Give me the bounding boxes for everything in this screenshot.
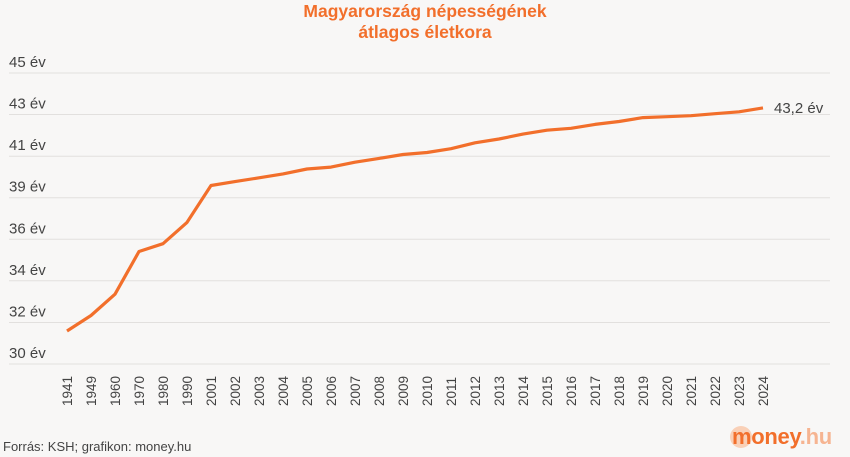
x-tick-label: 2006 <box>324 376 339 406</box>
x-tick-label: 2015 <box>540 376 555 406</box>
y-tick-label: 39 év <box>9 179 46 196</box>
x-tick-label: 2019 <box>636 376 651 406</box>
x-tick-label: 2007 <box>348 376 363 406</box>
y-tick-label: 34 év <box>9 262 46 279</box>
y-axis-labels: 30 év 32 év 34 év 36 év 39 év 41 év 43 év 45 év <box>9 54 46 362</box>
chart-title-line-2: átlagos életkora <box>358 22 492 42</box>
chart-title-line-1: Magyarország népességének <box>303 1 547 21</box>
x-tick-label: 1941 <box>60 376 75 406</box>
x-tick-label: 2018 <box>612 376 627 406</box>
x-tick-label: 2005 <box>300 376 315 406</box>
y-tick-label: 43 év <box>9 96 46 113</box>
x-tick-label: 1949 <box>84 376 99 406</box>
x-tick-label: 2024 <box>756 375 771 406</box>
x-tick-label: 2013 <box>492 376 507 406</box>
y-tick-label: 32 év <box>9 303 46 320</box>
logo-main-text: money <box>732 424 800 449</box>
x-tick-label: 2022 <box>708 376 723 406</box>
y-tick-label: 45 év <box>9 54 46 71</box>
x-tick-label: 2016 <box>564 376 579 406</box>
x-tick-label: 2002 <box>228 376 243 406</box>
x-tick-label: 2021 <box>684 376 699 406</box>
x-tick-label: 1960 <box>108 376 123 406</box>
logo-circle-icon <box>730 426 752 448</box>
x-tick-label: 1990 <box>180 376 195 406</box>
x-tick-label: 2003 <box>252 376 267 406</box>
x-tick-label: 1970 <box>132 376 147 406</box>
x-tick-label: 2020 <box>660 376 675 406</box>
source-note: Forrás: KSH; grafikon: money.hu <box>3 439 192 454</box>
y-tick-label: 41 év <box>9 137 46 154</box>
chart-title: Magyarország népességének átlagos életko… <box>0 1 850 43</box>
x-tick-label: 2012 <box>468 376 483 406</box>
x-tick-label: 2017 <box>588 376 603 406</box>
x-tick-label: 2011 <box>444 377 459 406</box>
gridlines <box>9 72 830 365</box>
x-tick-label: 2004 <box>276 375 291 406</box>
x-tick-label: 2008 <box>372 376 387 406</box>
y-tick-label: 36 év <box>9 220 46 237</box>
x-tick-label: 2023 <box>732 376 747 406</box>
x-tick-label: 2009 <box>396 376 411 406</box>
money-hu-logo: money.hu <box>730 424 832 450</box>
line-chart: 30 év 32 év 34 év 36 év 39 év 41 év 43 év 45 év… <box>9 54 830 406</box>
end-value-label: 43,2 év <box>774 100 824 117</box>
x-tick-label: 2001 <box>204 376 219 406</box>
x-tick-label: 1980 <box>156 376 171 406</box>
x-axis-labels: 1941 1949 1960 1970 1980 1990 2001 2002 2003 2004… <box>60 375 771 406</box>
logo-tld-text: .hu <box>799 424 832 449</box>
y-tick-label: 30 év <box>9 345 46 362</box>
x-tick-label: 2010 <box>420 376 435 406</box>
x-tick-label: 2014 <box>516 375 531 406</box>
average-age-line <box>66 106 764 333</box>
